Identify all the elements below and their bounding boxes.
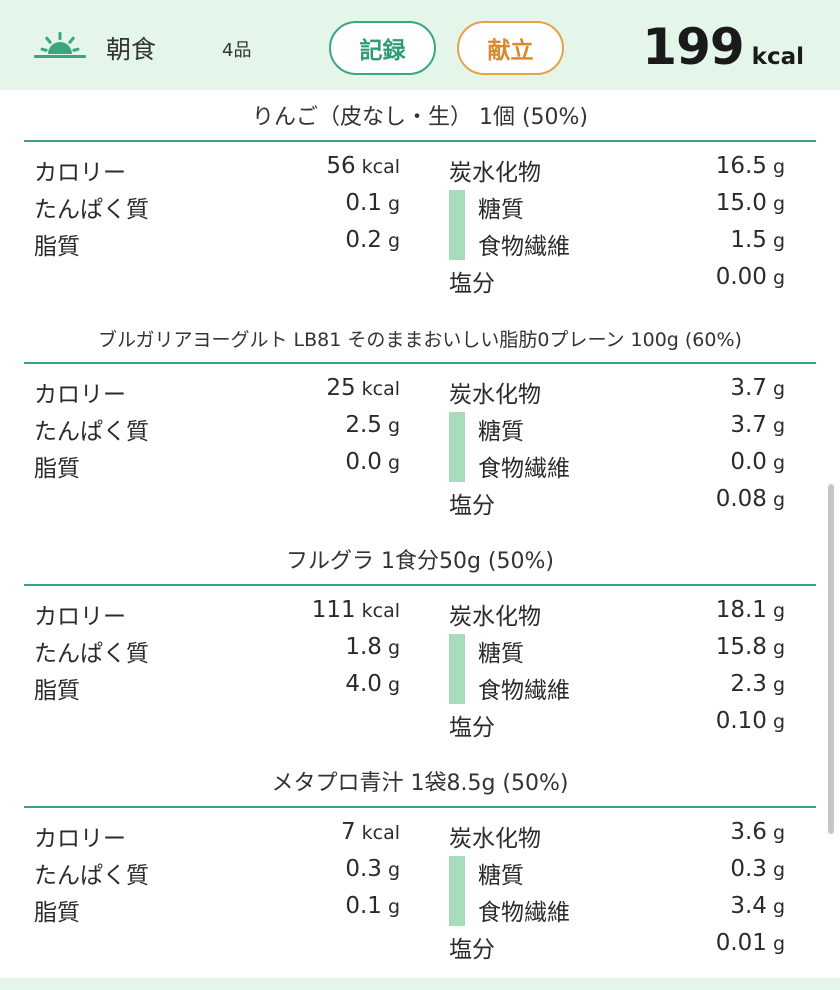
fiber-value: 2.3 g bbox=[730, 671, 785, 697]
protein-value: 0.3 g bbox=[345, 856, 400, 882]
carbs-value: 18.1 g bbox=[715, 597, 785, 623]
sugar-label: 糖質 bbox=[478, 641, 524, 667]
carbs-value: 16.5 g bbox=[715, 153, 785, 179]
fiber-value: 3.4 g bbox=[730, 893, 785, 919]
fat-label: 脂質 bbox=[34, 234, 80, 260]
protein-value: 1.8 g bbox=[345, 634, 400, 660]
fiber-label: 食物繊維 bbox=[478, 900, 570, 926]
divider bbox=[24, 140, 816, 142]
fiber-label: 食物繊維 bbox=[478, 456, 570, 482]
fiber-label: 食物繊維 bbox=[478, 678, 570, 704]
sugar-label: 糖質 bbox=[478, 419, 524, 445]
fat-value: 0.1 g bbox=[345, 893, 400, 919]
salt-value: 0.08 g bbox=[715, 486, 785, 512]
salt-label: 塩分 bbox=[449, 715, 495, 741]
protein-label: たんぱく質 bbox=[34, 419, 149, 445]
calorie-label: カロリー bbox=[34, 826, 126, 852]
salt-label: 塩分 bbox=[449, 493, 495, 519]
divider bbox=[24, 584, 816, 586]
calorie-value: 25 kcal bbox=[326, 375, 400, 401]
sugar-label: 糖質 bbox=[478, 197, 524, 223]
divider bbox=[24, 362, 816, 364]
food-title: りんご（皮なし・生） 1個 (50%) bbox=[251, 105, 589, 130]
carbs-label: 炭水化物 bbox=[449, 382, 541, 408]
total-calories: 199 kcal bbox=[642, 18, 804, 76]
item-count: 4品 bbox=[222, 40, 252, 61]
fat-value: 0.2 g bbox=[345, 227, 400, 253]
protein-value: 2.5 g bbox=[345, 412, 400, 438]
protein-label: たんぱく質 bbox=[34, 641, 149, 667]
total-kcal-value: 199 bbox=[642, 18, 744, 76]
salt-value: 0.00 g bbox=[715, 264, 785, 290]
meal-header: 朝食 4品 記録 献立 199 kcal bbox=[0, 0, 840, 90]
fat-label: 脂質 bbox=[34, 900, 80, 926]
fat-label: 脂質 bbox=[34, 678, 80, 704]
fiber-value: 1.5 g bbox=[730, 227, 785, 253]
calorie-label: カロリー bbox=[34, 604, 126, 630]
fat-value: 4.0 g bbox=[345, 671, 400, 697]
divider bbox=[24, 806, 816, 808]
fiber-value: 0.0 g bbox=[730, 449, 785, 475]
total-kcal-unit: kcal bbox=[751, 44, 804, 70]
carbs-label: 炭水化物 bbox=[449, 604, 541, 630]
sugar-value: 15.8 g bbox=[715, 634, 785, 660]
carbs-label: 炭水化物 bbox=[449, 826, 541, 852]
sugar-value: 3.7 g bbox=[730, 412, 785, 438]
food-title: フルグラ 1食分50g (50%) bbox=[285, 549, 554, 574]
calorie-label: カロリー bbox=[34, 382, 126, 408]
protein-label: たんぱく質 bbox=[34, 863, 149, 889]
protein-label: たんぱく質 bbox=[34, 197, 149, 223]
fat-label: 脂質 bbox=[34, 456, 80, 482]
sunrise-icon bbox=[34, 32, 86, 58]
carbs-value: 3.7 g bbox=[730, 375, 785, 401]
salt-label: 塩分 bbox=[449, 271, 495, 297]
calorie-value: 56 kcal bbox=[326, 153, 400, 179]
scrollbar[interactable] bbox=[828, 484, 834, 834]
fat-value: 0.0 g bbox=[345, 449, 400, 475]
salt-label: 塩分 bbox=[449, 937, 495, 963]
carbs-label: 炭水化物 bbox=[449, 160, 541, 186]
fiber-label: 食物繊維 bbox=[478, 234, 570, 260]
carbs-breakdown-bar bbox=[449, 856, 465, 926]
record-button[interactable]: 記録 bbox=[329, 21, 436, 75]
carbs-breakdown-bar bbox=[449, 190, 465, 260]
footer-band bbox=[0, 978, 840, 990]
calorie-value: 7 kcal bbox=[340, 819, 400, 845]
sugar-value: 15.0 g bbox=[715, 190, 785, 216]
food-title: メタプロ青汁 1袋8.5g (50%) bbox=[271, 771, 569, 796]
food-title: ブルガリアヨーグルト LB81 そのままおいしい脂肪0プレーン 100g (60… bbox=[98, 329, 742, 351]
calorie-label: カロリー bbox=[34, 160, 126, 186]
sugar-value: 0.3 g bbox=[730, 856, 785, 882]
carbs-breakdown-bar bbox=[449, 412, 465, 482]
salt-value: 0.01 g bbox=[715, 930, 785, 956]
menu-button[interactable]: 献立 bbox=[457, 21, 564, 75]
calorie-value: 111 kcal bbox=[311, 597, 400, 623]
meal-name: 朝食 bbox=[106, 35, 157, 64]
carbs-breakdown-bar bbox=[449, 634, 465, 704]
carbs-value: 3.6 g bbox=[730, 819, 785, 845]
sugar-label: 糖質 bbox=[478, 863, 524, 889]
protein-value: 0.1 g bbox=[345, 190, 400, 216]
salt-value: 0.10 g bbox=[715, 708, 785, 734]
